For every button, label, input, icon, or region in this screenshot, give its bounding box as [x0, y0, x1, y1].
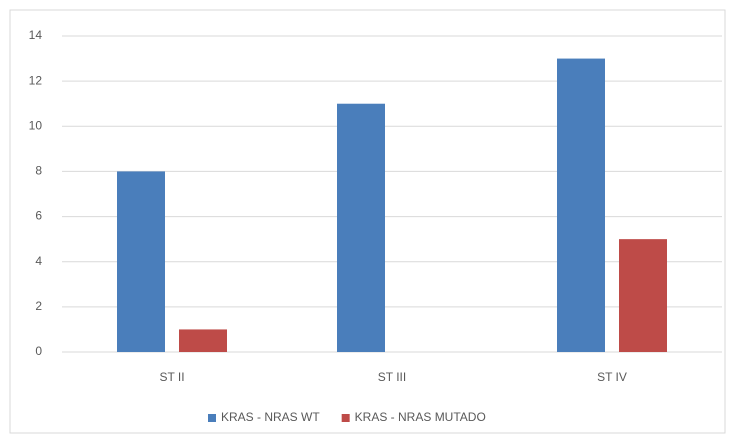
x-tick-label: ST IV: [597, 370, 627, 384]
legend-label: KRAS - NRAS WT: [221, 410, 320, 424]
bar: [337, 103, 385, 352]
legend-label: KRAS - NRAS MUTADO: [355, 410, 486, 424]
legend-swatch: [341, 414, 350, 422]
x-tick-label: ST III: [378, 370, 406, 384]
y-tick-label: 12: [29, 73, 43, 87]
bar: [619, 239, 667, 352]
legend-swatch: [208, 414, 216, 422]
y-tick-label: 2: [35, 299, 42, 313]
y-tick-label: 10: [29, 118, 43, 132]
y-tick-label: 0: [35, 344, 42, 358]
y-tick-label: 8: [35, 164, 42, 178]
y-tick-label: 6: [35, 209, 42, 223]
bar: [557, 58, 605, 352]
y-tick-label: 4: [35, 254, 42, 268]
x-tick-label: ST II: [159, 370, 184, 384]
bar: [179, 329, 227, 352]
y-tick-label: 14: [29, 28, 43, 42]
bar: [117, 171, 165, 352]
